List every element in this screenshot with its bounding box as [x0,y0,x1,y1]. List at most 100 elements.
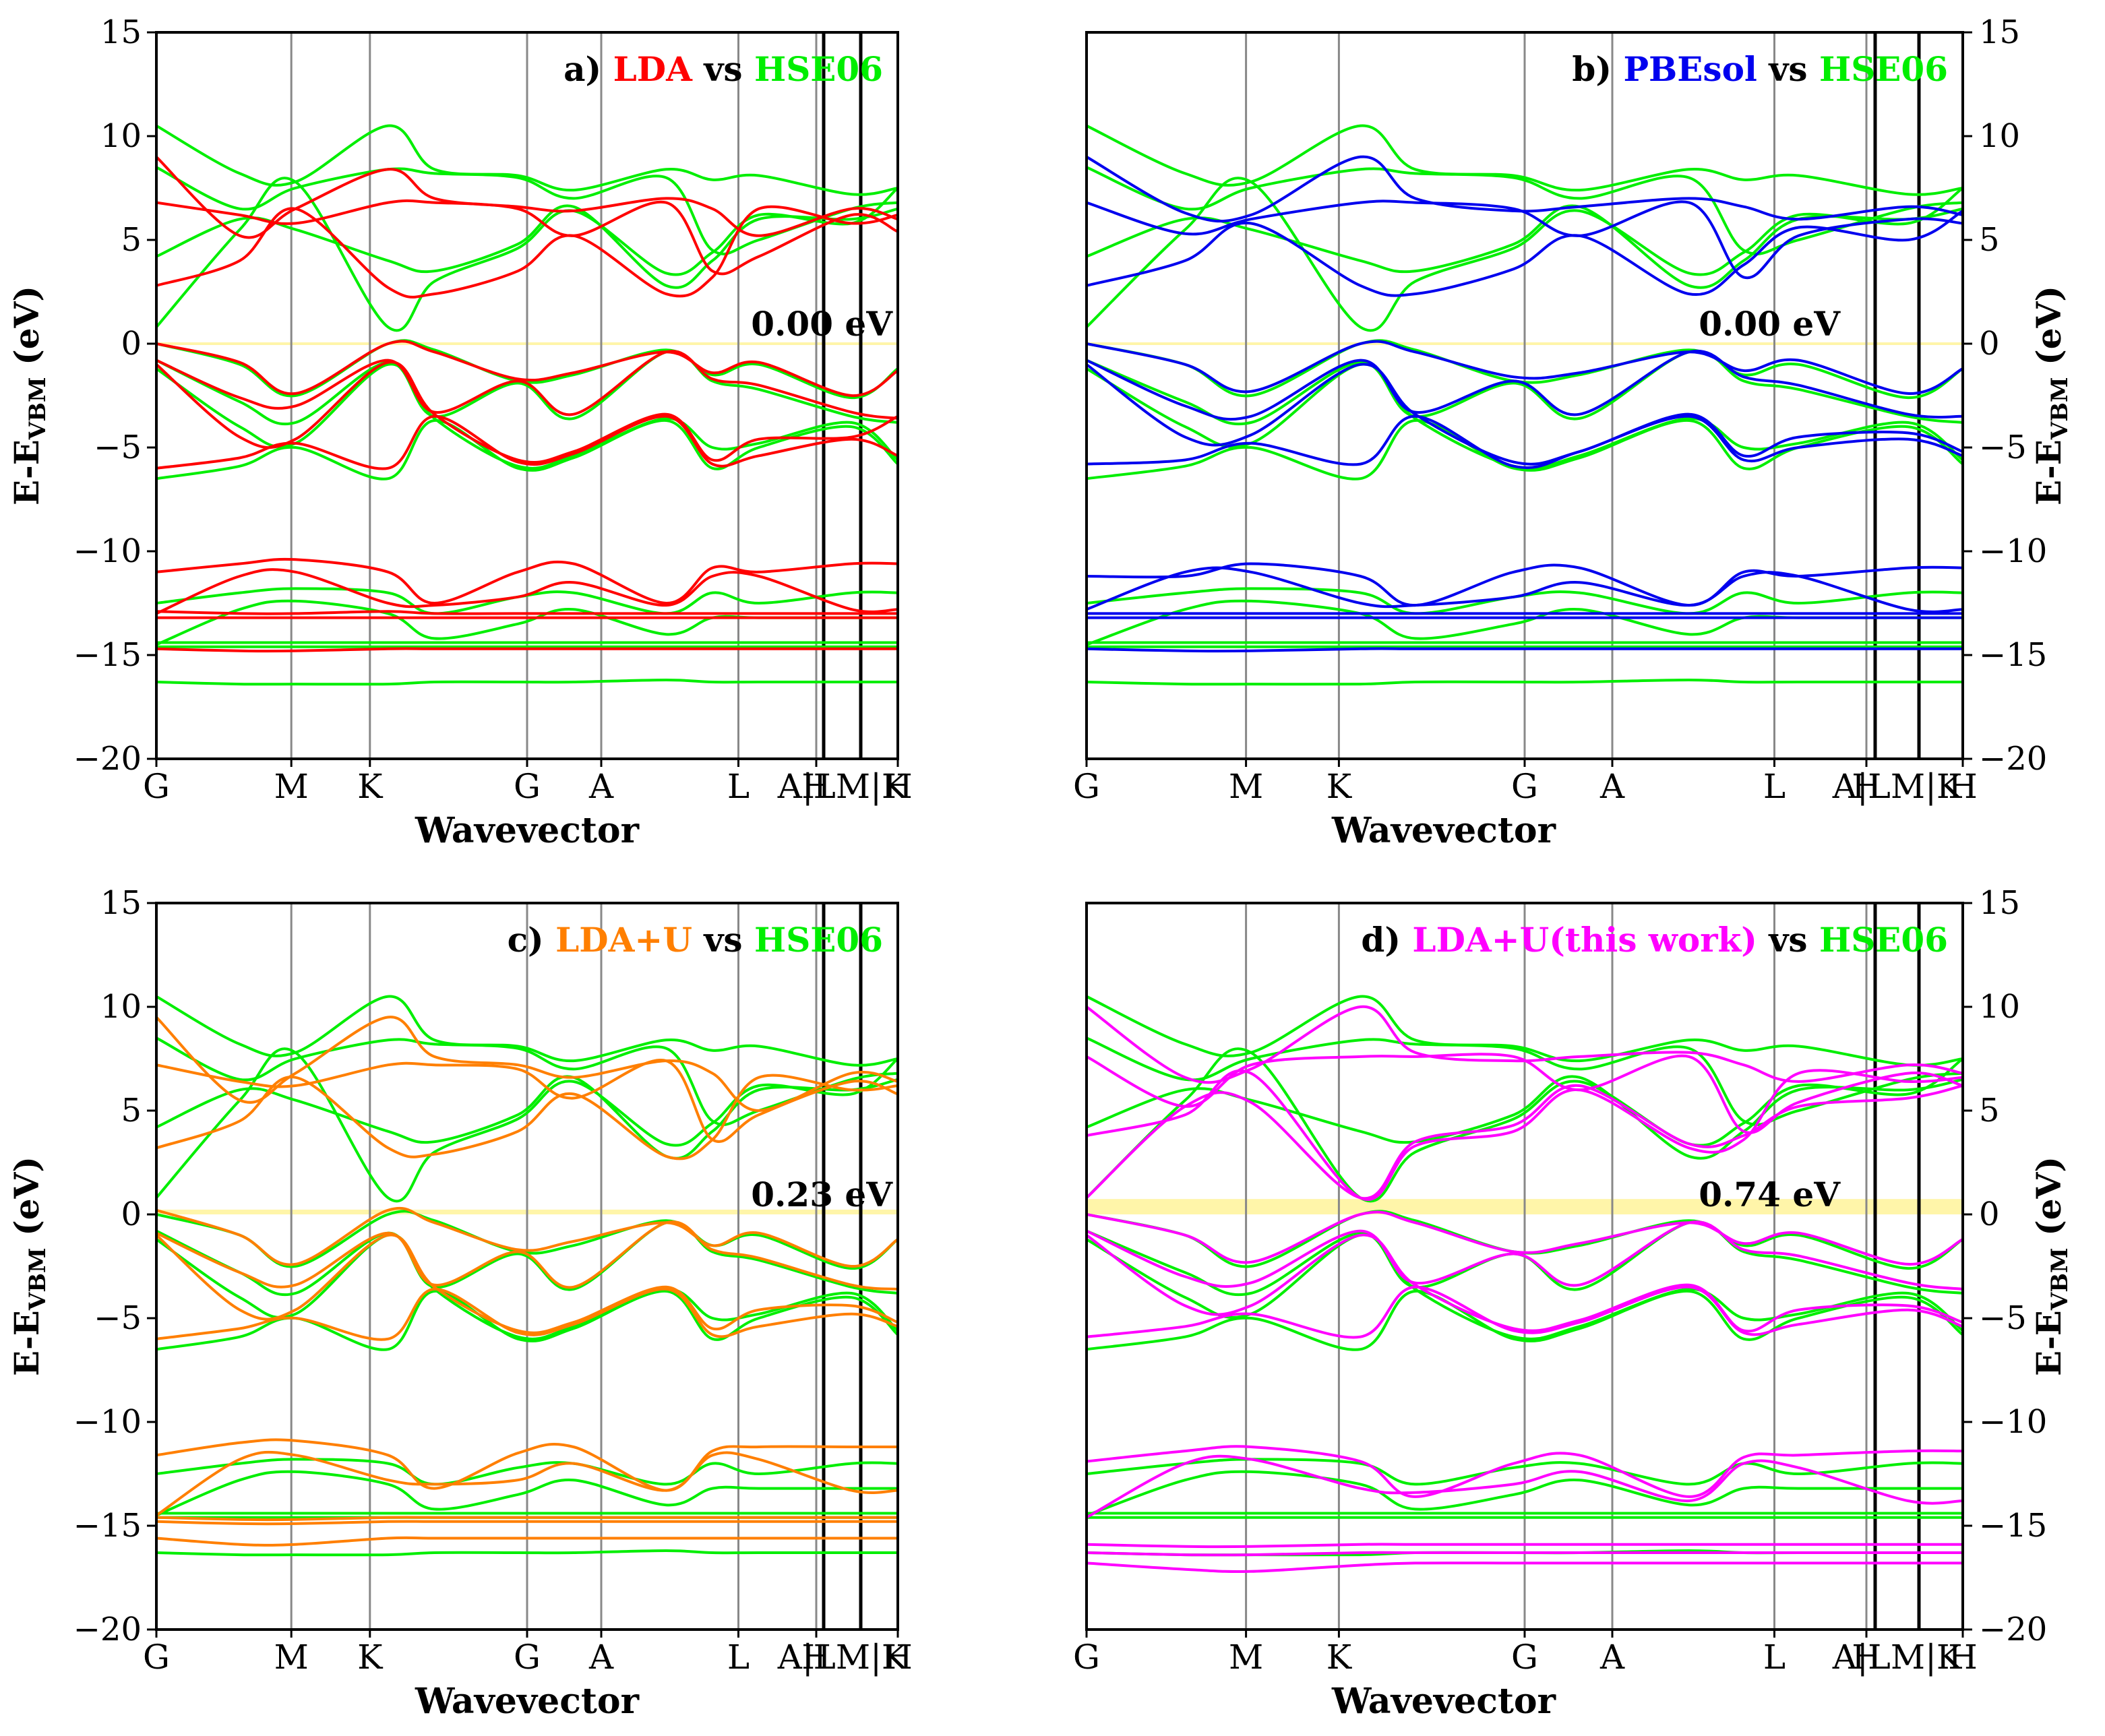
panel-title-prefix: c) [508,920,556,960]
method-band-line [156,1516,898,1522]
hse06-band-line [156,418,898,480]
bands-group [156,995,898,1557]
hse06-band-line [156,587,898,615]
kpoint-label: H [883,767,913,806]
y-axis-label-unit: (eV) [2029,286,2069,377]
hse06-band-line [1087,995,1963,1067]
hse06-band-line [156,339,898,400]
y-tick-label: −15 [1979,636,2047,674]
kpoint-label: L [1763,1638,1786,1677]
hse06-band-line [1087,1470,1963,1517]
y-tick-label: 5 [1979,221,2000,259]
panel-title-vs: vs [692,49,754,89]
y-tick-label: 5 [121,221,142,259]
y-tick-label: 15 [100,13,142,51]
kpoint-label: A [1599,767,1625,806]
panel-title-method: LDA+U [555,920,692,960]
method-band-line [1087,1285,1963,1339]
panel-title-method: LDA+U(this work) [1412,920,1757,960]
kpoint-label: A|LM|K [1832,1638,1963,1677]
kpoint-label: A [588,1638,614,1677]
method-band-line [156,1206,898,1268]
panel-title-reference: HSE06 [754,49,883,89]
y-axis-label-main: E-E [2029,1310,2069,1376]
kpoint-label: G [1511,767,1538,806]
y-axis-label-sub: VBM [2046,1247,2073,1311]
x-axis-label: Wavevector [415,1681,640,1722]
method-band-line [1087,1069,1963,1201]
y-tick-label: 5 [1979,1092,2000,1129]
y-tick-label: −5 [1979,429,2027,466]
panel-title: a) LDA vs HSE06 [563,49,883,89]
method-band-line [1087,1084,1963,1200]
kpoint-label: K [1326,1638,1353,1677]
kpoint-label: G [1073,1638,1100,1677]
method-band-line [156,1074,898,1160]
y-tick-label: −15 [1979,1507,2047,1545]
hse06-band-line [156,1210,898,1270]
y-tick-label: −20 [73,740,142,778]
method-band-line [156,1450,898,1517]
kpoint-label: G [514,1638,541,1677]
y-axis-label: E-EVBM (eV) [2029,1156,2073,1376]
panel-title-prefix: a) [563,49,613,89]
hse06-band-line [1087,1289,1963,1351]
hse06-band-line [1087,587,1963,615]
y-tick-label: 0 [1979,1196,2000,1233]
method-band-line [1087,647,1963,653]
kpoint-label: H [1948,767,1978,806]
method-band-line [156,1287,898,1341]
hse06-band-line [1087,1047,1963,1203]
hse06-band-line [156,166,898,255]
kpoint-label: M [274,1638,309,1677]
kpoint-label: H [1852,1638,1881,1677]
band-gap-label: 0.74 eV [1699,1175,1841,1214]
y-tick-label: −10 [1979,1403,2047,1441]
method-band-line [156,557,898,605]
hse06-band-line [1087,678,1963,686]
y-tick-label: −5 [1979,1299,2027,1337]
kpoint-label: H [1852,767,1881,806]
kpoint-label: A [1599,1638,1625,1677]
method-band-line [156,568,898,615]
band-gap-label: 0.00 eV [751,304,893,344]
method-band-line [1087,210,1963,297]
panel-title-reference: HSE06 [754,920,883,960]
method-band-line [156,205,898,299]
y-tick-label: 0 [1979,325,2000,363]
y-axis-label: E-EVBM (eV) [7,1156,51,1376]
panel-title: b) PBEsol vs HSE06 [1572,49,1948,89]
y-axis-label-sub: VBM [24,1247,51,1311]
hse06-band-line [156,1047,898,1203]
y-axis-label: E-EVBM (eV) [7,286,51,505]
hse06-band-line [1087,1036,1963,1126]
method-band-line [156,1536,898,1547]
kpoint-label: A|LM|K [777,767,908,806]
x-axis-label: Wavevector [1331,810,1556,851]
y-tick-label: 10 [1979,988,2020,1026]
y-tick-label: 0 [121,1196,142,1233]
hse06-band-line [156,177,898,332]
bands-group [1087,124,1963,686]
kpoint-label: H [883,1638,913,1677]
panel-title-reference: HSE06 [1819,920,1948,960]
panel-title-method: LDA [613,49,694,89]
y-tick-label: 0 [121,325,142,363]
panel-title-vs: vs [1757,49,1819,89]
method-band-line [1087,1543,1963,1549]
hse06-band-line [1087,177,1963,332]
kpoint-label: H [801,767,831,806]
method-band-line [1087,566,1963,613]
y-tick-label: −5 [94,429,142,466]
y-axis-label-sub: VBM [24,377,51,440]
method-band-line [1087,1220,1963,1291]
hse06-band-line [156,1458,898,1486]
y-tick-label: −20 [1979,740,2047,778]
kpoint-label: L [1763,767,1786,806]
y-tick-label: −20 [1979,1611,2047,1648]
method-band-line [1087,199,1963,280]
y-axis-label-main: E-E [7,1310,47,1376]
method-band-line [156,1058,898,1143]
